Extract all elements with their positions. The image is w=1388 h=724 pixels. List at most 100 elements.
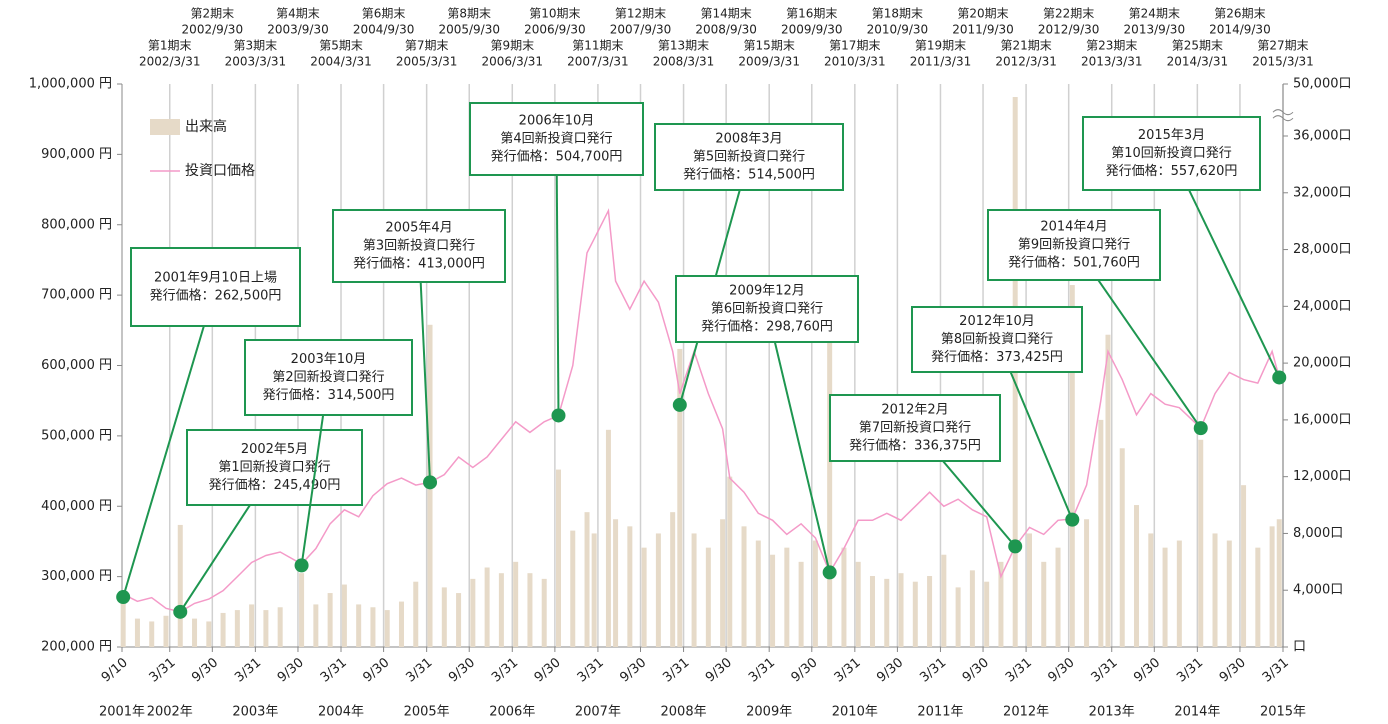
annotation-text: 2012年10月 bbox=[959, 314, 1035, 329]
volume-bar bbox=[798, 561, 804, 647]
period-date: 2013/9/30 bbox=[1124, 23, 1186, 37]
volume-bar bbox=[570, 530, 576, 647]
annotation-connector bbox=[555, 138, 560, 416]
annotation-text: 第8回新投資口発行 bbox=[941, 331, 1053, 347]
period-label: 第23期末 bbox=[1086, 39, 1137, 53]
volume-bar bbox=[398, 601, 404, 647]
volume-bar bbox=[670, 512, 676, 647]
volume-bar bbox=[234, 610, 240, 647]
year-label: 2015年 bbox=[1260, 705, 1306, 720]
annotation-text: 発行価格：514,500円 bbox=[683, 167, 815, 183]
volume-bar bbox=[1269, 526, 1275, 647]
volume-bar bbox=[541, 578, 547, 647]
period-date: 2004/3/31 bbox=[310, 55, 372, 69]
volume-bar bbox=[441, 587, 447, 647]
annotation-point bbox=[822, 565, 837, 580]
annotation-point bbox=[1272, 370, 1287, 385]
volume-bar bbox=[912, 581, 918, 647]
volume-bar bbox=[413, 581, 419, 647]
period-label: 第13期末 bbox=[658, 39, 709, 53]
volume-bar bbox=[1055, 547, 1061, 647]
annotation-point bbox=[116, 590, 131, 605]
annotation-point bbox=[551, 408, 566, 423]
period-label: 第27期末 bbox=[1257, 39, 1308, 53]
legend-label: 出来高 bbox=[185, 118, 227, 135]
period-label: 第18期末 bbox=[872, 7, 923, 21]
annotation-text: 発行価格：298,760円 bbox=[701, 319, 833, 335]
annotation-point bbox=[1008, 539, 1023, 554]
period-date: 2009/9/30 bbox=[781, 23, 843, 37]
period-date: 2005/3/31 bbox=[396, 55, 458, 69]
volume-bar bbox=[1276, 519, 1282, 647]
annotation-text: 発行価格：245,490円 bbox=[209, 477, 341, 493]
annotation-point bbox=[1065, 512, 1080, 527]
y2-tick-label: 36,000口 bbox=[1293, 129, 1352, 144]
volume-bar bbox=[1084, 519, 1090, 647]
period-label: 第3期末 bbox=[234, 39, 278, 53]
x-tick-label: 9/10 bbox=[99, 655, 131, 685]
x-tick-label: 3/31 bbox=[660, 655, 692, 685]
period-label: 第4期末 bbox=[276, 7, 320, 21]
volume-bar bbox=[470, 578, 476, 647]
annotation-text: 発行価格：504,700円 bbox=[491, 149, 623, 165]
volume-bar bbox=[720, 519, 726, 647]
period-label: 第25期末 bbox=[1172, 39, 1223, 53]
annotation-text: 発行価格：501,760円 bbox=[1008, 255, 1140, 271]
period-date: 2014/9/30 bbox=[1209, 23, 1271, 37]
volume-bar bbox=[484, 567, 490, 647]
volume-bar bbox=[641, 547, 647, 647]
volume-bar bbox=[177, 524, 183, 647]
annotation-box bbox=[244, 339, 413, 416]
period-date: 2006/3/31 bbox=[482, 55, 544, 69]
volume-bar bbox=[356, 604, 362, 647]
y-tick-label: 600,000 円 bbox=[41, 358, 112, 373]
volume-bar bbox=[220, 612, 226, 647]
volume-bar bbox=[206, 621, 212, 647]
period-date: 2008/9/30 bbox=[695, 23, 757, 37]
year-label: 2003年 bbox=[232, 705, 278, 720]
x-tick-label: 3/31 bbox=[917, 655, 949, 685]
volume-bar bbox=[591, 533, 597, 647]
volume-bar bbox=[755, 540, 761, 647]
volume-bar bbox=[812, 540, 818, 647]
volume-bar bbox=[327, 593, 333, 647]
volume-bar bbox=[1198, 439, 1204, 647]
y2-tick-label: 16,000口 bbox=[1293, 412, 1352, 427]
period-date: 2010/9/30 bbox=[867, 23, 929, 37]
x-tick-label: 9/30 bbox=[360, 655, 392, 685]
period-label: 第15期末 bbox=[744, 39, 795, 53]
y2-tick-label: 口 bbox=[1293, 640, 1306, 655]
volume-bar bbox=[341, 584, 347, 647]
x-tick-label: 3/31 bbox=[1003, 655, 1035, 685]
y2-tick-label: 32,000口 bbox=[1293, 185, 1352, 200]
volume-bar bbox=[555, 469, 561, 647]
annotation-text: 発行価格：557,620円 bbox=[1106, 163, 1238, 179]
period-label: 第7期末 bbox=[405, 39, 449, 53]
annotation-text: 2009年12月 bbox=[729, 284, 805, 299]
volume-bar bbox=[1148, 533, 1154, 647]
annotation-text: 2014年4月 bbox=[1040, 220, 1107, 235]
x-tick-label: 9/30 bbox=[275, 655, 307, 685]
period-date: 2013/3/31 bbox=[1081, 55, 1143, 69]
annotation-text: 2015年3月 bbox=[1138, 128, 1205, 143]
volume-bar bbox=[627, 526, 633, 647]
volume-bar bbox=[855, 561, 861, 647]
volume-bar bbox=[313, 604, 319, 647]
year-label: 2014年 bbox=[1174, 705, 1220, 720]
period-label: 第8期末 bbox=[447, 7, 491, 21]
year-label: 2006年 bbox=[489, 705, 535, 720]
volume-bar bbox=[1069, 285, 1075, 647]
period-label: 第26期末 bbox=[1214, 7, 1265, 21]
annotation-text: 2001年9月10日上場 bbox=[154, 271, 277, 286]
volume-bar bbox=[163, 615, 169, 647]
annotation-box bbox=[829, 394, 1001, 462]
period-label: 第16期末 bbox=[786, 7, 837, 21]
volume-bar bbox=[927, 576, 933, 647]
x-tick-label: 3/31 bbox=[403, 655, 435, 685]
period-label: 第19期末 bbox=[915, 39, 966, 53]
y2-tick-label: 28,000口 bbox=[1293, 242, 1352, 257]
period-date: 2004/9/30 bbox=[353, 23, 415, 37]
volume-bar bbox=[1162, 547, 1168, 647]
year-label: 2008年 bbox=[661, 705, 707, 720]
